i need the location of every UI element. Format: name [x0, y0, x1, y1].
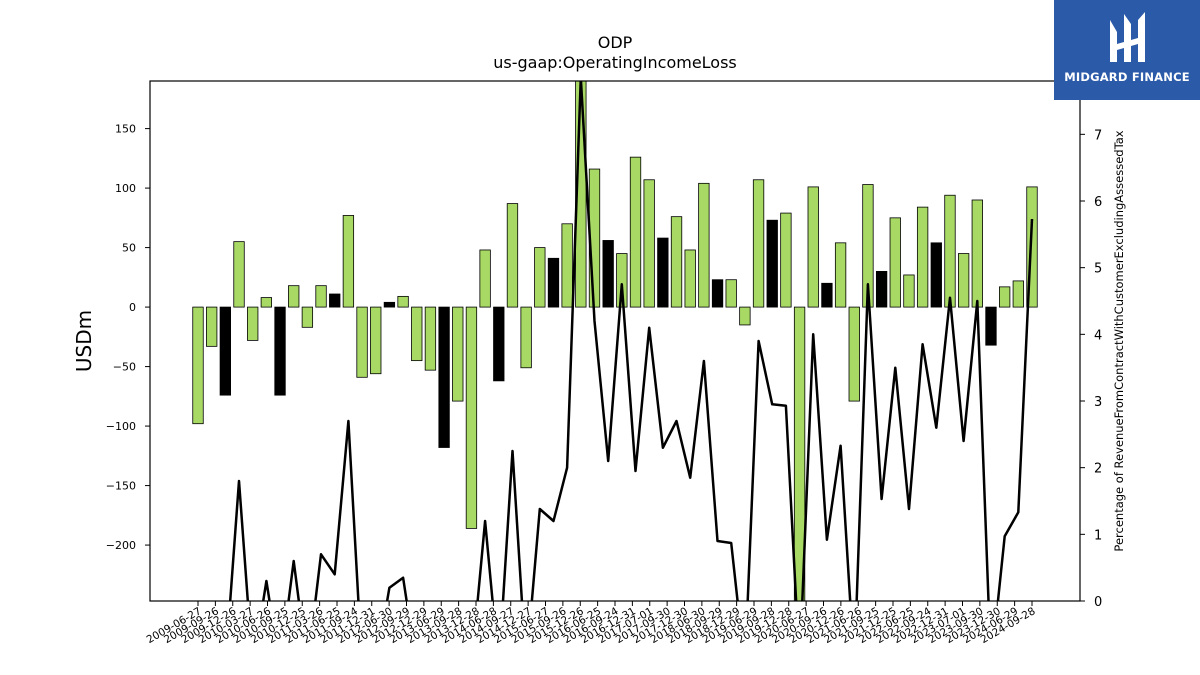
y-tick-label: 50 — [122, 242, 136, 255]
bar — [793, 306, 806, 601]
y-tick-label: −100 — [106, 420, 136, 433]
brand-logo: MIDGARD FINANCE — [1054, 0, 1200, 100]
bar — [944, 194, 956, 308]
chart-subtitle: us-gaap:OperatingIncomeLoss — [493, 53, 737, 72]
bar — [342, 215, 355, 308]
bar — [739, 306, 751, 326]
bar — [643, 179, 655, 308]
bar — [834, 242, 847, 308]
y-tick-label: 100 — [115, 182, 136, 195]
bar — [1012, 280, 1024, 308]
y-right-tick-label: 7 — [1094, 128, 1102, 143]
bar — [561, 223, 573, 308]
logo-mark-icon — [1110, 12, 1145, 62]
bar — [999, 286, 1011, 308]
brand-name: MIDGARD FINANCE — [1064, 70, 1190, 84]
bar — [602, 240, 614, 308]
bar — [971, 199, 983, 308]
y-right-tick-label: 6 — [1094, 195, 1102, 210]
y-tick-label: −50 — [113, 361, 136, 374]
y-right-tick-label: 3 — [1094, 395, 1102, 410]
bar — [916, 206, 929, 308]
bar — [657, 237, 669, 308]
y-right-tick-label: 4 — [1094, 328, 1102, 343]
y-right-tick-label: 0 — [1094, 595, 1102, 610]
bar — [930, 242, 942, 308]
bar — [889, 217, 901, 308]
bar — [547, 257, 560, 308]
bar — [301, 306, 314, 328]
bar — [821, 282, 833, 308]
bar — [288, 285, 300, 308]
y-axis-right-label: Percentage of RevenueFromContractWithCus… — [1112, 130, 1126, 551]
bar — [903, 274, 915, 308]
bar — [233, 241, 245, 308]
bar — [479, 249, 491, 308]
bar — [370, 306, 382, 375]
bar — [1026, 186, 1038, 308]
bar — [452, 306, 464, 402]
bar — [315, 285, 327, 308]
y-axis-label: USDm — [72, 310, 96, 372]
bar — [807, 186, 819, 308]
bar — [206, 306, 218, 347]
bar — [465, 306, 478, 529]
bar — [329, 293, 341, 308]
y-tick-label: 0 — [129, 301, 136, 314]
bar — [383, 301, 396, 308]
bar — [274, 306, 286, 396]
bar — [711, 279, 724, 308]
bar — [957, 253, 970, 308]
y-right-tick-label: 5 — [1094, 262, 1102, 277]
bar — [247, 306, 259, 341]
bar — [848, 306, 860, 402]
bar — [438, 306, 450, 448]
bar — [698, 182, 710, 308]
plot-frame — [149, 80, 1081, 602]
bar — [356, 306, 368, 378]
y-tick-label: 150 — [115, 123, 136, 136]
bar — [780, 212, 792, 308]
bar — [520, 306, 532, 369]
bar — [260, 297, 273, 308]
bar — [684, 249, 696, 308]
bar — [506, 203, 519, 308]
bar — [219, 306, 231, 396]
bar — [629, 156, 642, 308]
percentage-line — [228, 81, 1034, 601]
chart-title: ODP — [598, 33, 633, 52]
y-right-tick-label: 1 — [1094, 528, 1102, 543]
bar — [766, 219, 778, 308]
bar — [985, 306, 997, 346]
bar — [192, 306, 204, 425]
y-tick-label: −200 — [106, 539, 136, 552]
bar — [725, 279, 737, 308]
y-tick-label: −150 — [106, 480, 136, 493]
y-right-tick-label: 2 — [1094, 462, 1102, 477]
bar — [424, 306, 437, 371]
bar — [670, 216, 683, 308]
bar — [616, 253, 628, 308]
bar — [875, 270, 888, 308]
bar — [493, 306, 505, 382]
bar — [397, 295, 409, 308]
bar — [752, 179, 765, 308]
bar — [534, 247, 546, 308]
bar — [411, 306, 423, 362]
